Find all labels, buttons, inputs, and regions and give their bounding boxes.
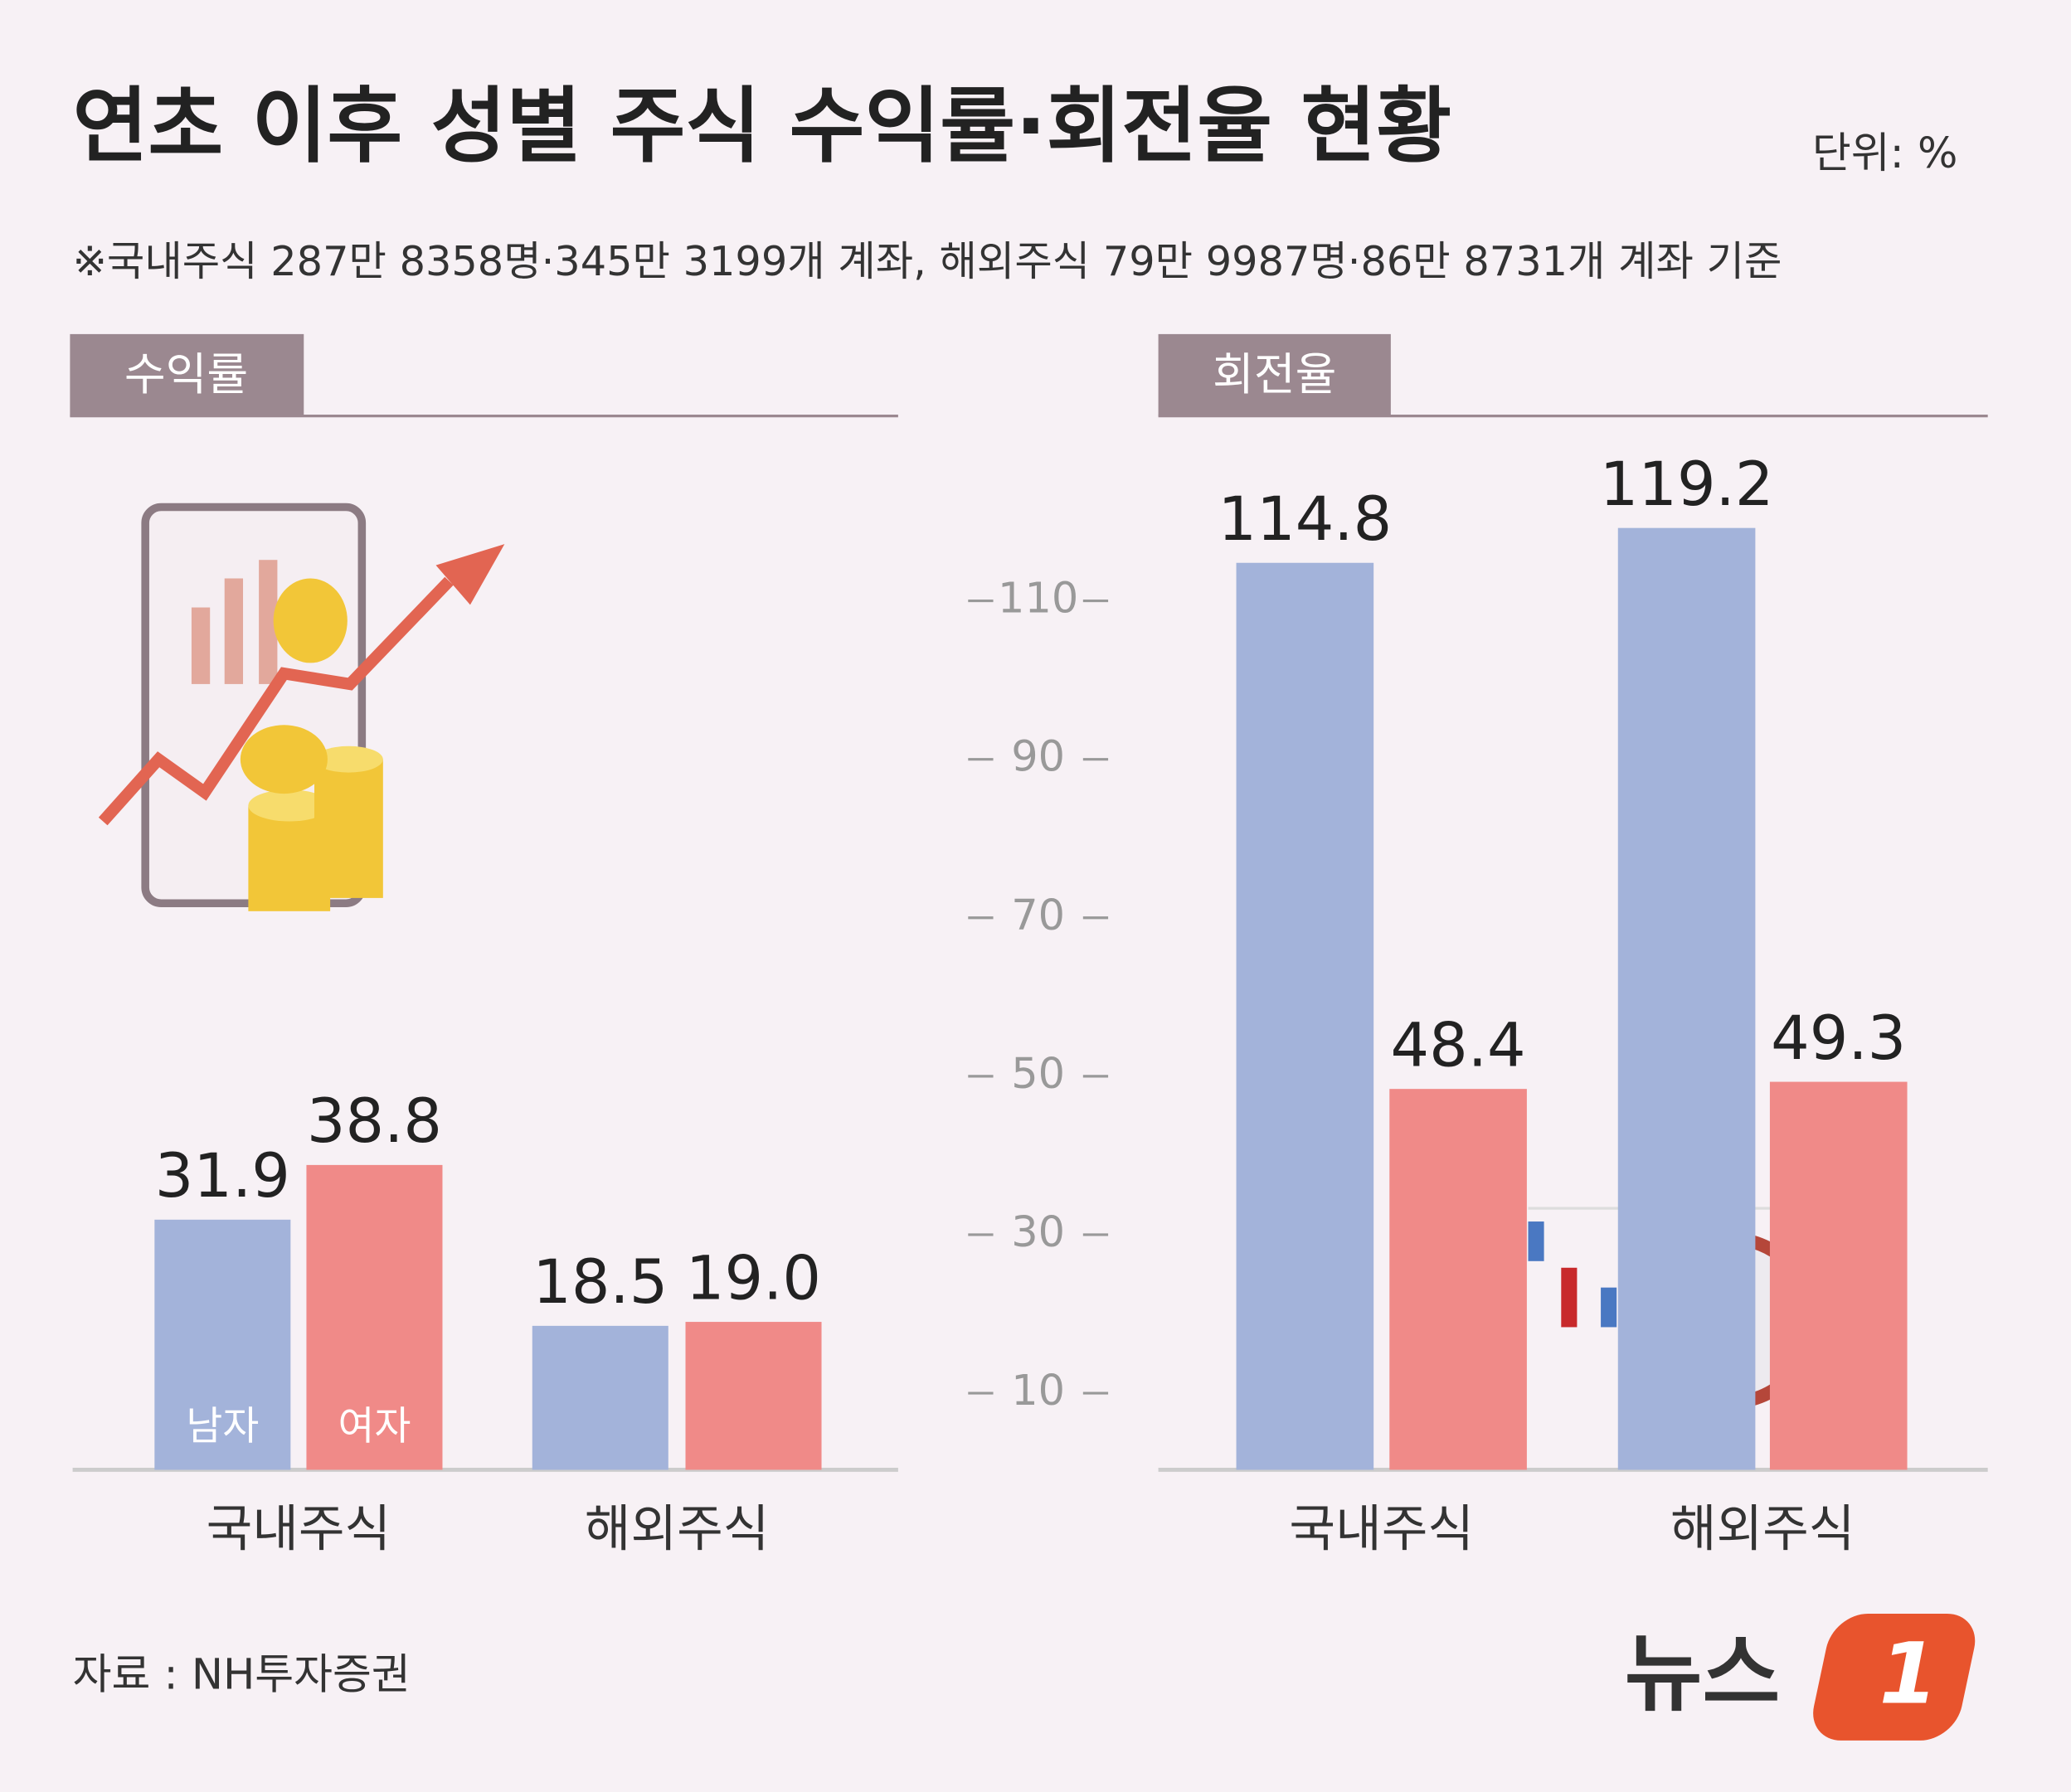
illustration bbox=[98, 503, 505, 911]
section-box bbox=[1158, 333, 1391, 416]
logo-mark: 1 bbox=[1879, 1624, 1938, 1723]
bar bbox=[1617, 527, 1756, 1470]
y-tick-label: 10 bbox=[1011, 1367, 1065, 1416]
logo-text: 뉴스 bbox=[1625, 1624, 1781, 1723]
y-tick-label: 90 bbox=[1011, 733, 1065, 782]
value-label: 119.2 bbox=[1600, 449, 1774, 520]
x-tick-label: 국내주식 bbox=[207, 1500, 391, 1558]
legend-label: 여자 bbox=[338, 1404, 411, 1450]
bar bbox=[685, 1322, 822, 1470]
note: ※국내주식 287만 8358명·345만 3199개 계좌, 해외주식 79만… bbox=[73, 237, 1782, 285]
bar bbox=[306, 1164, 443, 1470]
value-label: 18.5 bbox=[532, 1247, 668, 1318]
value-label: 48.4 bbox=[1391, 1010, 1526, 1081]
logo-badge bbox=[1813, 1614, 1976, 1741]
logo: 뉴스 1 bbox=[1625, 1614, 1976, 1741]
section-title: 회전율 bbox=[1213, 348, 1336, 401]
bar bbox=[1389, 1089, 1527, 1470]
y-tick-label: 70 bbox=[1011, 891, 1065, 940]
y-tick-label: 50 bbox=[1011, 1050, 1065, 1099]
title: 연초 이후 성별 주식 수익률·회전율 현황 bbox=[73, 79, 1451, 174]
source: 자료 : NH투자증권 bbox=[73, 1650, 411, 1699]
value-label: 38.8 bbox=[307, 1086, 442, 1157]
bar bbox=[1236, 562, 1374, 1470]
y-tick-label: 110 bbox=[998, 575, 1078, 624]
bar bbox=[532, 1325, 668, 1470]
y-tick-label: 30 bbox=[1011, 1208, 1065, 1257]
section-box bbox=[70, 333, 304, 416]
legend-label: 남자 bbox=[186, 1404, 259, 1450]
value-label: 49.3 bbox=[1771, 1003, 1906, 1074]
x-tick-label: 국내주식 bbox=[1289, 1500, 1474, 1558]
bar bbox=[1769, 1081, 1908, 1470]
value-label: 31.9 bbox=[155, 1141, 290, 1212]
section-title: 수익률 bbox=[124, 348, 248, 401]
value-label: 114.8 bbox=[1218, 484, 1393, 555]
bar bbox=[154, 1219, 291, 1470]
value-label: 19.0 bbox=[686, 1243, 821, 1314]
x-tick-label: 해외주식 bbox=[1670, 1500, 1855, 1558]
unit: 단위: % bbox=[1812, 129, 1957, 178]
x-tick-label: 해외주식 bbox=[585, 1500, 770, 1558]
